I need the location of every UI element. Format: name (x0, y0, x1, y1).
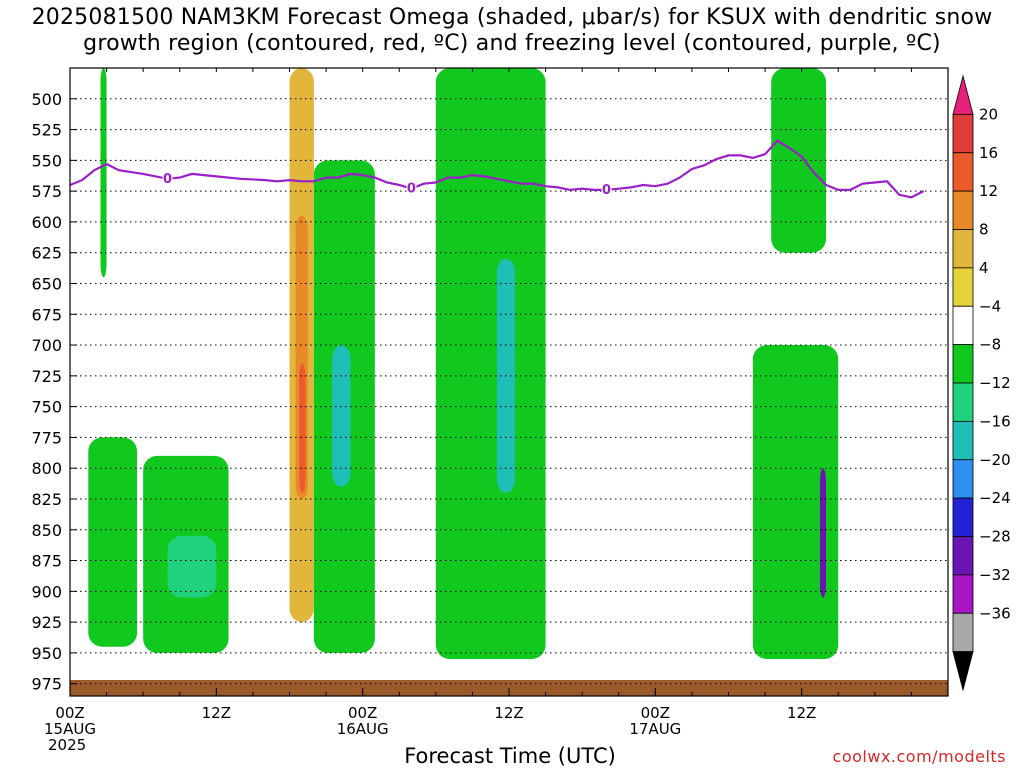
x-tick-label: 15AUG (44, 720, 96, 738)
colorbar-swatch (952, 574, 974, 614)
omega-region-green-right-low (752, 345, 839, 660)
colorbar-swatch (952, 305, 974, 346)
colorbar-label: 4 (979, 259, 989, 277)
colorbar-label: −36 (979, 604, 1011, 622)
x-tick-label: 12Z (202, 704, 231, 722)
colorbar-swatch (952, 344, 974, 384)
y-tick-label: 750 (31, 398, 62, 417)
y-tick-label: 650 (31, 274, 62, 293)
x-tick-label: 00Z (55, 704, 84, 722)
y-tick-label: 850 (31, 521, 62, 540)
omega-region-red-core (299, 363, 306, 493)
y-tick-label: 600 (31, 213, 62, 232)
y-tick-label: 875 (31, 552, 62, 571)
colorbar-swatch (952, 612, 974, 653)
colorbar-arrow-bottom (952, 651, 974, 692)
y-tick-label: 700 (31, 336, 62, 355)
colorbar-swatch (952, 267, 974, 307)
freezing-level-label: 0 (602, 183, 611, 198)
x-axis-title: Forecast Time (UTC) (404, 744, 616, 768)
x-tick-label: 17AUG (629, 720, 681, 738)
colorbar-swatch (952, 113, 974, 154)
y-tick-label: 575 (31, 182, 62, 201)
y-tick-label: 975 (31, 675, 62, 694)
colorbar-label: 16 (979, 144, 998, 162)
colorbar-label: −24 (979, 489, 1011, 507)
y-tick-label: 950 (31, 644, 62, 663)
y-tick-label: 900 (31, 582, 62, 601)
colorbar-swatch (952, 536, 974, 576)
colorbar-swatch (952, 497, 974, 537)
colorbar-label: 20 (979, 105, 998, 123)
colorbar-label: −8 (979, 336, 1001, 354)
y-tick-label: 775 (31, 428, 62, 447)
omega-region-blue-core-00z (332, 345, 351, 487)
y-tick-label: 625 (31, 244, 62, 263)
colorbar-swatch (952, 152, 974, 192)
colorbar-label: 12 (979, 182, 998, 200)
y-tick-label: 675 (31, 305, 62, 324)
x-tick-label: 00Z (641, 704, 670, 722)
freezing-level-line (69, 139, 925, 199)
freezing-level-label: 0 (163, 172, 172, 187)
freezing-level-label-bg-2 (601, 181, 612, 196)
y-tick-label: 725 (31, 367, 62, 386)
y-tick-label: 800 (31, 459, 62, 478)
freezing-level-label-bg-0 (162, 170, 173, 185)
x-tick-label: 12Z (787, 704, 816, 722)
y-tick-label: 525 (31, 121, 62, 140)
y-tick-label: 925 (31, 613, 62, 632)
colorbar-label: −4 (979, 297, 1001, 315)
omega-region-green-left-low (88, 437, 138, 647)
colorbar-swatch (952, 420, 974, 461)
colorbar-label: −12 (979, 374, 1011, 392)
omega-region-green-main-12z (435, 68, 546, 660)
chart-title-line2: growth region (contoured, red, ºC) and f… (83, 31, 941, 56)
omega-region-purple-core-right (819, 468, 827, 598)
x-tick-label: 2025 (48, 736, 86, 754)
colorbar-swatch (952, 229, 974, 269)
ground-strip (70, 679, 948, 696)
x-tick-label: 12Z (494, 704, 523, 722)
freezing-level-label-bg-1 (406, 180, 417, 195)
freezing-level-label: 0 (407, 182, 416, 197)
y-tick-label: 550 (31, 151, 62, 170)
colorbar-swatch (952, 190, 974, 230)
omega-region-green-right-upper (771, 68, 827, 253)
colorbar-label: −16 (979, 412, 1011, 430)
x-tick-label: 00Z (348, 704, 377, 722)
colorbar-swatch (952, 382, 974, 422)
x-tick-label: 16AUG (337, 720, 389, 738)
chart-title-line1: 2025081500 NAM3KM Forecast Omega (shaded… (31, 5, 993, 30)
credit-link[interactable]: coolwx.com/modelts (832, 747, 1006, 766)
y-tick-label: 500 (31, 90, 62, 109)
omega-region-green-left-column (100, 68, 107, 278)
colorbar-arrow-top (952, 74, 974, 115)
colorbar-label: −28 (979, 528, 1011, 546)
colorbar-label: −20 (979, 451, 1011, 469)
omega-region-teal-block-12z (167, 535, 217, 598)
colorbar-label: −32 (979, 566, 1011, 584)
colorbar-swatch (952, 459, 974, 499)
y-tick-label: 825 (31, 490, 62, 509)
colorbar-label: 8 (979, 221, 989, 239)
